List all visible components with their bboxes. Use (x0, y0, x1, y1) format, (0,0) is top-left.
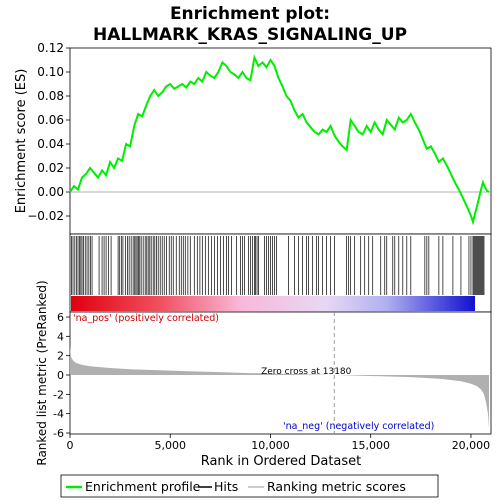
legend: Enrichment profile Hits Ranking metric s… (60, 474, 439, 498)
rank-y-tick-label: 6 (57, 311, 64, 324)
rank-x-tick-label: 15,000 (351, 439, 390, 452)
rank-y-tick-label: 2 (57, 350, 64, 363)
hit-marks (71, 236, 485, 295)
rank-y-tick-label: 4 (57, 330, 64, 343)
rank-x-tick-label: 0 (67, 439, 74, 452)
rank-y-axis-label: Ranked list metric (PreRanked) (35, 280, 49, 465)
es-y-tick-label: 0.10 (37, 65, 64, 79)
legend-hits-label: Hits (214, 479, 238, 494)
hits-panel (69, 233, 492, 313)
es-y-axis: −0.02 0.00 0.02 0.04 0.06 0.08 0.10 0.12 (27, 41, 70, 223)
es-y-axis-label: Enrichment score (ES) (14, 69, 29, 214)
rank-y-tick-label: -2 (53, 388, 64, 401)
rank-x-tick-label: 20,000 (452, 439, 491, 452)
es-y-tick-label: 0.08 (37, 89, 64, 103)
es-panel: −0.02 0.00 0.02 0.04 0.06 0.08 0.10 0.12 Enrich… (14, 41, 492, 235)
chart-title-line1: Enrichment plot: (170, 4, 330, 24)
chart-title-line2: HALLMARK_KRAS_SIGNALING_UP (93, 25, 407, 45)
es-y-tick-label: 0.02 (37, 161, 64, 175)
legend-metric-label: Ranking metric scores (267, 479, 406, 494)
rank-x-tick-label: 10,000 (251, 439, 290, 452)
zero-cross-label: Zero cross at 13180 (261, 367, 352, 377)
rank-y-axis: -6 -4 -2 0 2 4 6 (53, 311, 70, 440)
es-y-tick-label: 0.00 (37, 185, 64, 199)
es-y-tick-label: 0.06 (37, 113, 64, 127)
rank-y-tick-label: -4 (53, 408, 64, 421)
enrichment-profile-line (69, 54, 490, 226)
rank-panel: Zero cross at 13180 'na_pos' (positively… (35, 280, 492, 469)
negative-correlation-label: 'na_neg' (negatively correlated) (283, 421, 434, 432)
positive-correlation-label: 'na_pos' (positively correlated) (73, 313, 219, 324)
rank-y-tick-label: 0 (57, 369, 64, 382)
rank-x-tick-label: 5,000 (154, 439, 186, 452)
es-y-tick-label: 0.12 (37, 41, 64, 55)
rank-y-tick-label: -6 (53, 427, 64, 440)
es-y-tick-label: −0.02 (27, 209, 64, 223)
es-y-tick-label: 0.04 (37, 137, 64, 151)
rank-x-axis: 0 5,000 10,000 15,000 20,000 (67, 434, 491, 452)
es-panel-frame (69, 47, 492, 235)
legend-es-label: Enrichment profile (85, 479, 201, 494)
rank-color-bar (71, 296, 475, 311)
legend-frame (60, 474, 439, 498)
rank-x-axis-label: Rank in Ordered Dataset (201, 454, 362, 469)
